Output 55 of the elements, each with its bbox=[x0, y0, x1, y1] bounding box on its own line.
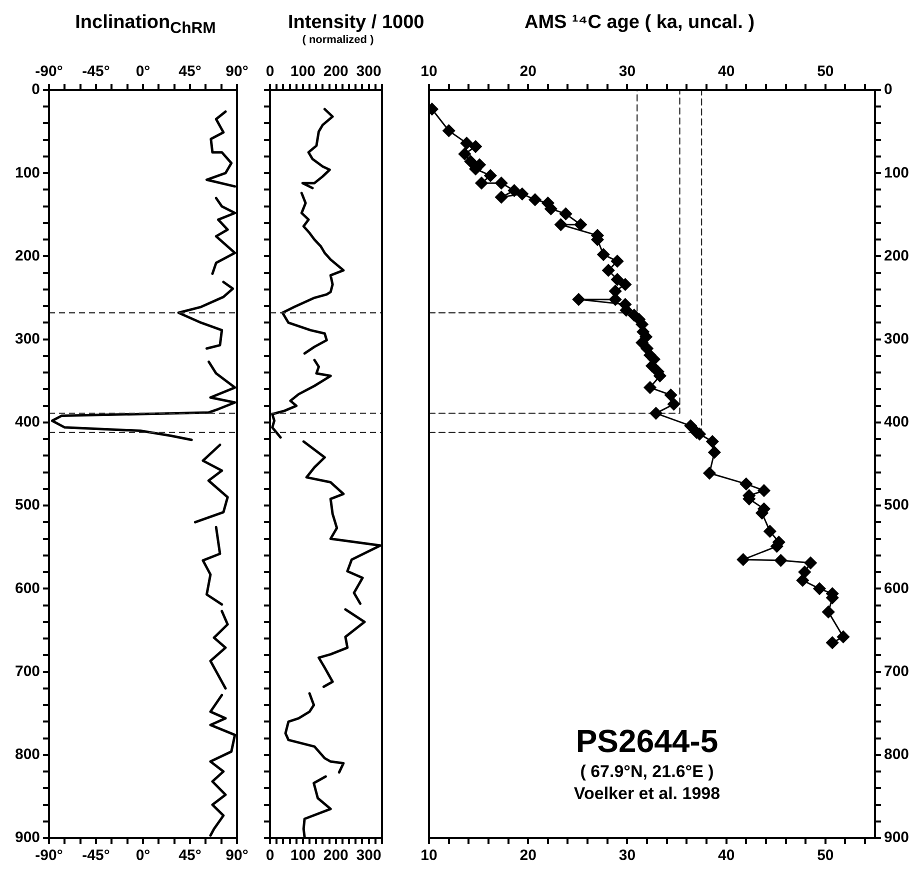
x-tick-label: 40 bbox=[718, 847, 735, 864]
y-tick-label: 100 bbox=[14, 164, 40, 182]
y-tick-label: 400 bbox=[14, 414, 40, 431]
x-tick-label: 0° bbox=[136, 847, 150, 864]
annotation: Voelker et al. 1998 bbox=[572, 783, 722, 805]
x2-tick-label: 300 bbox=[356, 63, 382, 80]
x-tick-label: 100 bbox=[290, 847, 316, 864]
y-tick-label: 800 bbox=[14, 746, 40, 764]
x-tick-label: 10 bbox=[420, 847, 438, 864]
y-tick-label: 700 bbox=[884, 662, 910, 680]
x-tick-label: 45° bbox=[178, 847, 202, 864]
y-tick-label: 300 bbox=[884, 330, 910, 348]
y-tick-label: 600 bbox=[14, 580, 40, 597]
annotation: PS2644-5 bbox=[574, 722, 720, 761]
x-tick-label: 300 bbox=[356, 847, 382, 864]
x-tick-label: -90° bbox=[35, 847, 63, 864]
x2-tick-label: -90° bbox=[35, 63, 63, 80]
x2-tick-label: 90° bbox=[226, 63, 248, 80]
y-tick-label: 200 bbox=[14, 247, 40, 264]
x2-tick-label: 100 bbox=[290, 63, 316, 80]
annotation: ( 67.9°N, 21.6°E ) bbox=[579, 761, 715, 783]
x-tick-label: 90° bbox=[226, 847, 248, 864]
y-tick-label: 500 bbox=[884, 496, 910, 514]
y-tick-label: 0 bbox=[884, 81, 892, 98]
x2-tick-label: 0 bbox=[266, 63, 274, 80]
x2-tick-label: 200 bbox=[323, 63, 348, 80]
x-tick-label: -45° bbox=[82, 847, 110, 864]
x2-tick-label: 50 bbox=[817, 63, 834, 80]
y-tick-label: 900 bbox=[14, 829, 40, 846]
x-tick-label: 50 bbox=[817, 847, 834, 864]
y-tick-label: 700 bbox=[14, 662, 40, 680]
x2-tick-label: 20 bbox=[520, 63, 536, 80]
x2-tick-label: -45° bbox=[82, 63, 110, 80]
y-tick-label: 500 bbox=[14, 496, 40, 514]
y-tick-label: 600 bbox=[884, 580, 910, 597]
chart-subtitle: ( normalized ) bbox=[301, 34, 375, 47]
y-tick-label: 100 bbox=[884, 164, 910, 182]
x-tick-label: 30 bbox=[618, 847, 636, 864]
y-tick-label: 800 bbox=[884, 746, 910, 764]
x2-tick-label: 30 bbox=[618, 63, 636, 80]
chart-title: Intensity / 1000 bbox=[288, 12, 424, 34]
y-tick-label: 400 bbox=[884, 414, 910, 431]
y-tick-label: 300 bbox=[14, 330, 40, 348]
x2-tick-label: 40 bbox=[718, 63, 735, 80]
x2-tick-label: 10 bbox=[420, 63, 438, 80]
y-tick-label: 900 bbox=[884, 829, 910, 846]
y-tick-label: 200 bbox=[884, 247, 910, 264]
x2-tick-label: 45° bbox=[178, 63, 202, 80]
chart-title: AMS ¹⁴C age ( ka, uncal. ) bbox=[524, 12, 755, 33]
x2-tick-label: 0° bbox=[136, 63, 150, 80]
chart-title: Inclination$_{ChRM}$ bbox=[74, 12, 217, 39]
x-tick-label: 200 bbox=[323, 847, 348, 864]
x-tick-label: 0 bbox=[266, 847, 274, 864]
x-tick-label: 20 bbox=[520, 847, 536, 864]
y-tick-label: 0 bbox=[32, 81, 40, 98]
